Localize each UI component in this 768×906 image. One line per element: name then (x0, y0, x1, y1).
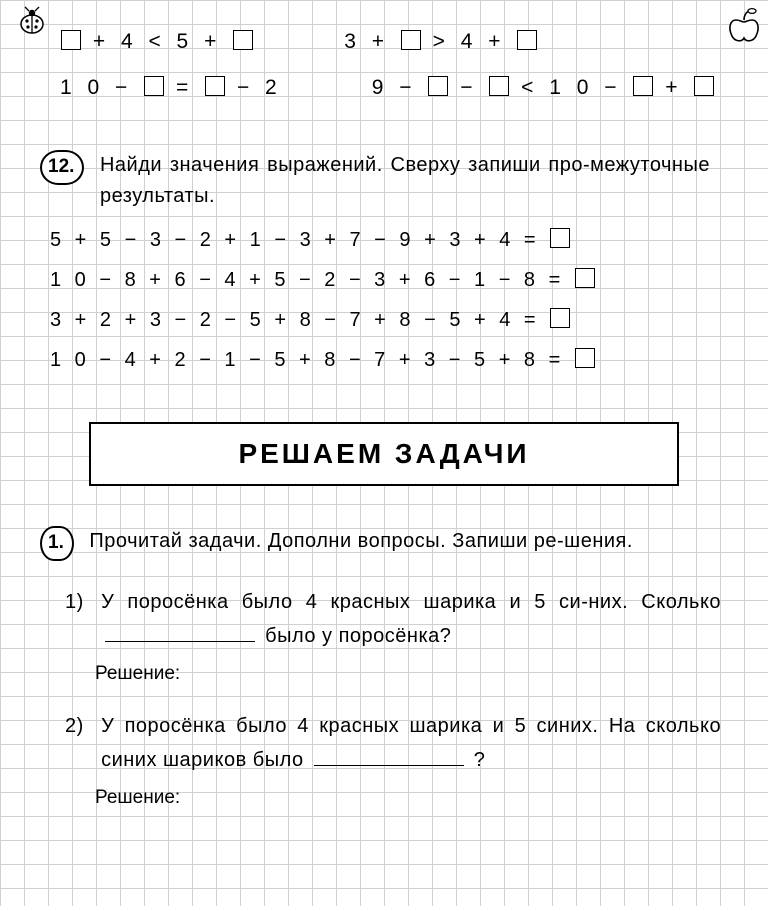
expr-text: − 2 (237, 76, 282, 99)
expr-text: = (176, 76, 193, 99)
expression-line: 5 + 5 − 3 − 2 + 1 − 3 + 7 − 9 + 3 + 4 = (50, 228, 738, 252)
expr-text: + 4 < 5 + (93, 30, 222, 53)
blank-box[interactable] (205, 76, 225, 96)
task-number-12: 12. (40, 150, 84, 185)
subtask-number: 2) (65, 709, 95, 743)
blank-box[interactable] (428, 76, 448, 96)
subtask-1: 1) У поросёнка было 4 красных шарика и 5… (65, 585, 728, 653)
blank-box[interactable] (144, 76, 164, 96)
blank-box[interactable] (489, 76, 509, 96)
expr-text: 1 0 − (60, 76, 132, 99)
expr-text: 3 + 2 + 3 − 2 − 5 + 8 − 7 + 8 − 5 + 4 = (50, 309, 540, 331)
inequality-row-2: 1 0 − = − 2 9 − − < 1 0 − + (60, 76, 738, 100)
expression-line: 1 0 − 4 + 2 − 1 − 5 + 8 − 7 + 3 − 5 + 8 … (50, 348, 738, 372)
solution-label: Решение: (95, 663, 738, 685)
expr-text: 5 + 5 − 3 − 2 + 1 − 3 + 7 − 9 + 3 + 4 = (50, 229, 540, 251)
blank-box[interactable] (550, 228, 570, 248)
subtask-text: ? (474, 749, 486, 771)
subtask-2: 2) У поросёнка было 4 красных шарика и 5… (65, 709, 728, 777)
subtask-text: У поросёнка было 4 красных шарика и 5 си… (101, 591, 721, 613)
blank-box[interactable] (517, 30, 537, 50)
expr-text: + (665, 76, 682, 99)
blank-box[interactable] (633, 76, 653, 96)
section-heading: РЕШАЕМ ЗАДАЧИ (89, 422, 679, 486)
task-1-text: Прочитай задачи. Дополни вопросы. Запиши… (89, 526, 699, 557)
expression-line: 1 0 − 8 + 6 − 4 + 5 − 2 − 3 + 6 − 1 − 8 … (50, 268, 738, 292)
worksheet-content: + 4 < 5 + 3 + > 4 + 1 0 − = − 2 9 − − < … (0, 0, 768, 809)
expr-text: 1 0 − 4 + 2 − 1 − 5 + 8 − 7 + 3 − 5 + 8 … (50, 349, 564, 371)
expr-text: < 1 0 − (521, 76, 621, 99)
expression-line: 3 + 2 + 3 − 2 − 5 + 8 − 7 + 8 − 5 + 4 = (50, 308, 738, 332)
inequality-row-1: + 4 < 5 + 3 + > 4 + (60, 30, 738, 54)
task-1: 1. Прочитай задачи. Дополни вопросы. Зап… (40, 526, 728, 561)
task-12-text: Найди значения выражений. Сверху запиши … (100, 150, 710, 212)
subtask-text: было у поросёнка? (265, 625, 451, 647)
blank-box[interactable] (575, 348, 595, 368)
blank-box[interactable] (550, 308, 570, 328)
blank-box[interactable] (61, 30, 81, 50)
task-number-1: 1. (40, 526, 74, 561)
expr-text: 9 − (372, 76, 417, 99)
expr-text: 3 + (344, 30, 389, 53)
fill-blank[interactable] (314, 746, 464, 766)
subtask-number: 1) (65, 585, 95, 619)
blank-box[interactable] (575, 268, 595, 288)
expr-text: > 4 + (433, 30, 506, 53)
expr-text: − (460, 76, 477, 99)
blank-box[interactable] (694, 76, 714, 96)
solution-label: Решение: (95, 787, 738, 809)
blank-box[interactable] (233, 30, 253, 50)
task-12: 12. Найди значения выражений. Сверху зап… (40, 150, 728, 212)
blank-box[interactable] (401, 30, 421, 50)
expr-text: 1 0 − 8 + 6 − 4 + 5 − 2 − 3 + 6 − 1 − 8 … (50, 269, 564, 291)
fill-blank[interactable] (105, 622, 255, 642)
